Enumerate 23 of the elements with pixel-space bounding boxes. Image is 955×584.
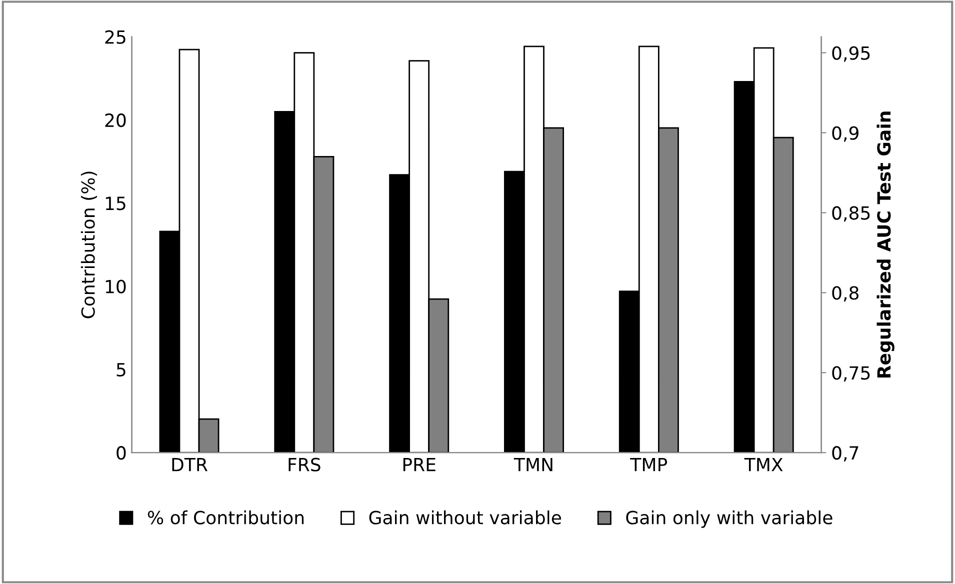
y-axis-title: Contribution (%) <box>80 172 98 318</box>
x-tick-label: PRE <box>403 458 436 472</box>
x-tick-label: TMX <box>744 458 783 472</box>
x-tick-label: FRS <box>288 458 320 472</box>
y-tick-label: 5 <box>116 363 126 377</box>
y2-tick-label: 0,7 <box>832 446 858 462</box>
y2-axis-title: Regularized AUC Test Gain <box>876 112 894 378</box>
legend-label: Gain without variable <box>369 510 562 524</box>
y2-tick-label: 0,75 <box>832 366 870 382</box>
y-tick-label: 0 <box>116 446 126 460</box>
y-tick-label: 25 <box>105 30 126 44</box>
x-tick-label: DTR <box>172 458 208 472</box>
legend-label: Gain only with variable <box>626 510 832 528</box>
legend-label: % of Contribution <box>148 510 304 524</box>
y-tick-label: 20 <box>105 113 126 128</box>
y2-tick-label: 0,85 <box>832 206 870 222</box>
y-tick-label: 15 <box>106 196 126 210</box>
x-tick-label: TMP <box>630 458 668 472</box>
y-tick-label: 10 <box>106 280 126 294</box>
y2-tick-label: 0,8 <box>832 286 858 302</box>
y2-tick-label: 0,95 <box>832 46 870 62</box>
y2-tick-label: 0,9 <box>832 126 858 142</box>
x-tick-label: TMN <box>514 458 552 472</box>
